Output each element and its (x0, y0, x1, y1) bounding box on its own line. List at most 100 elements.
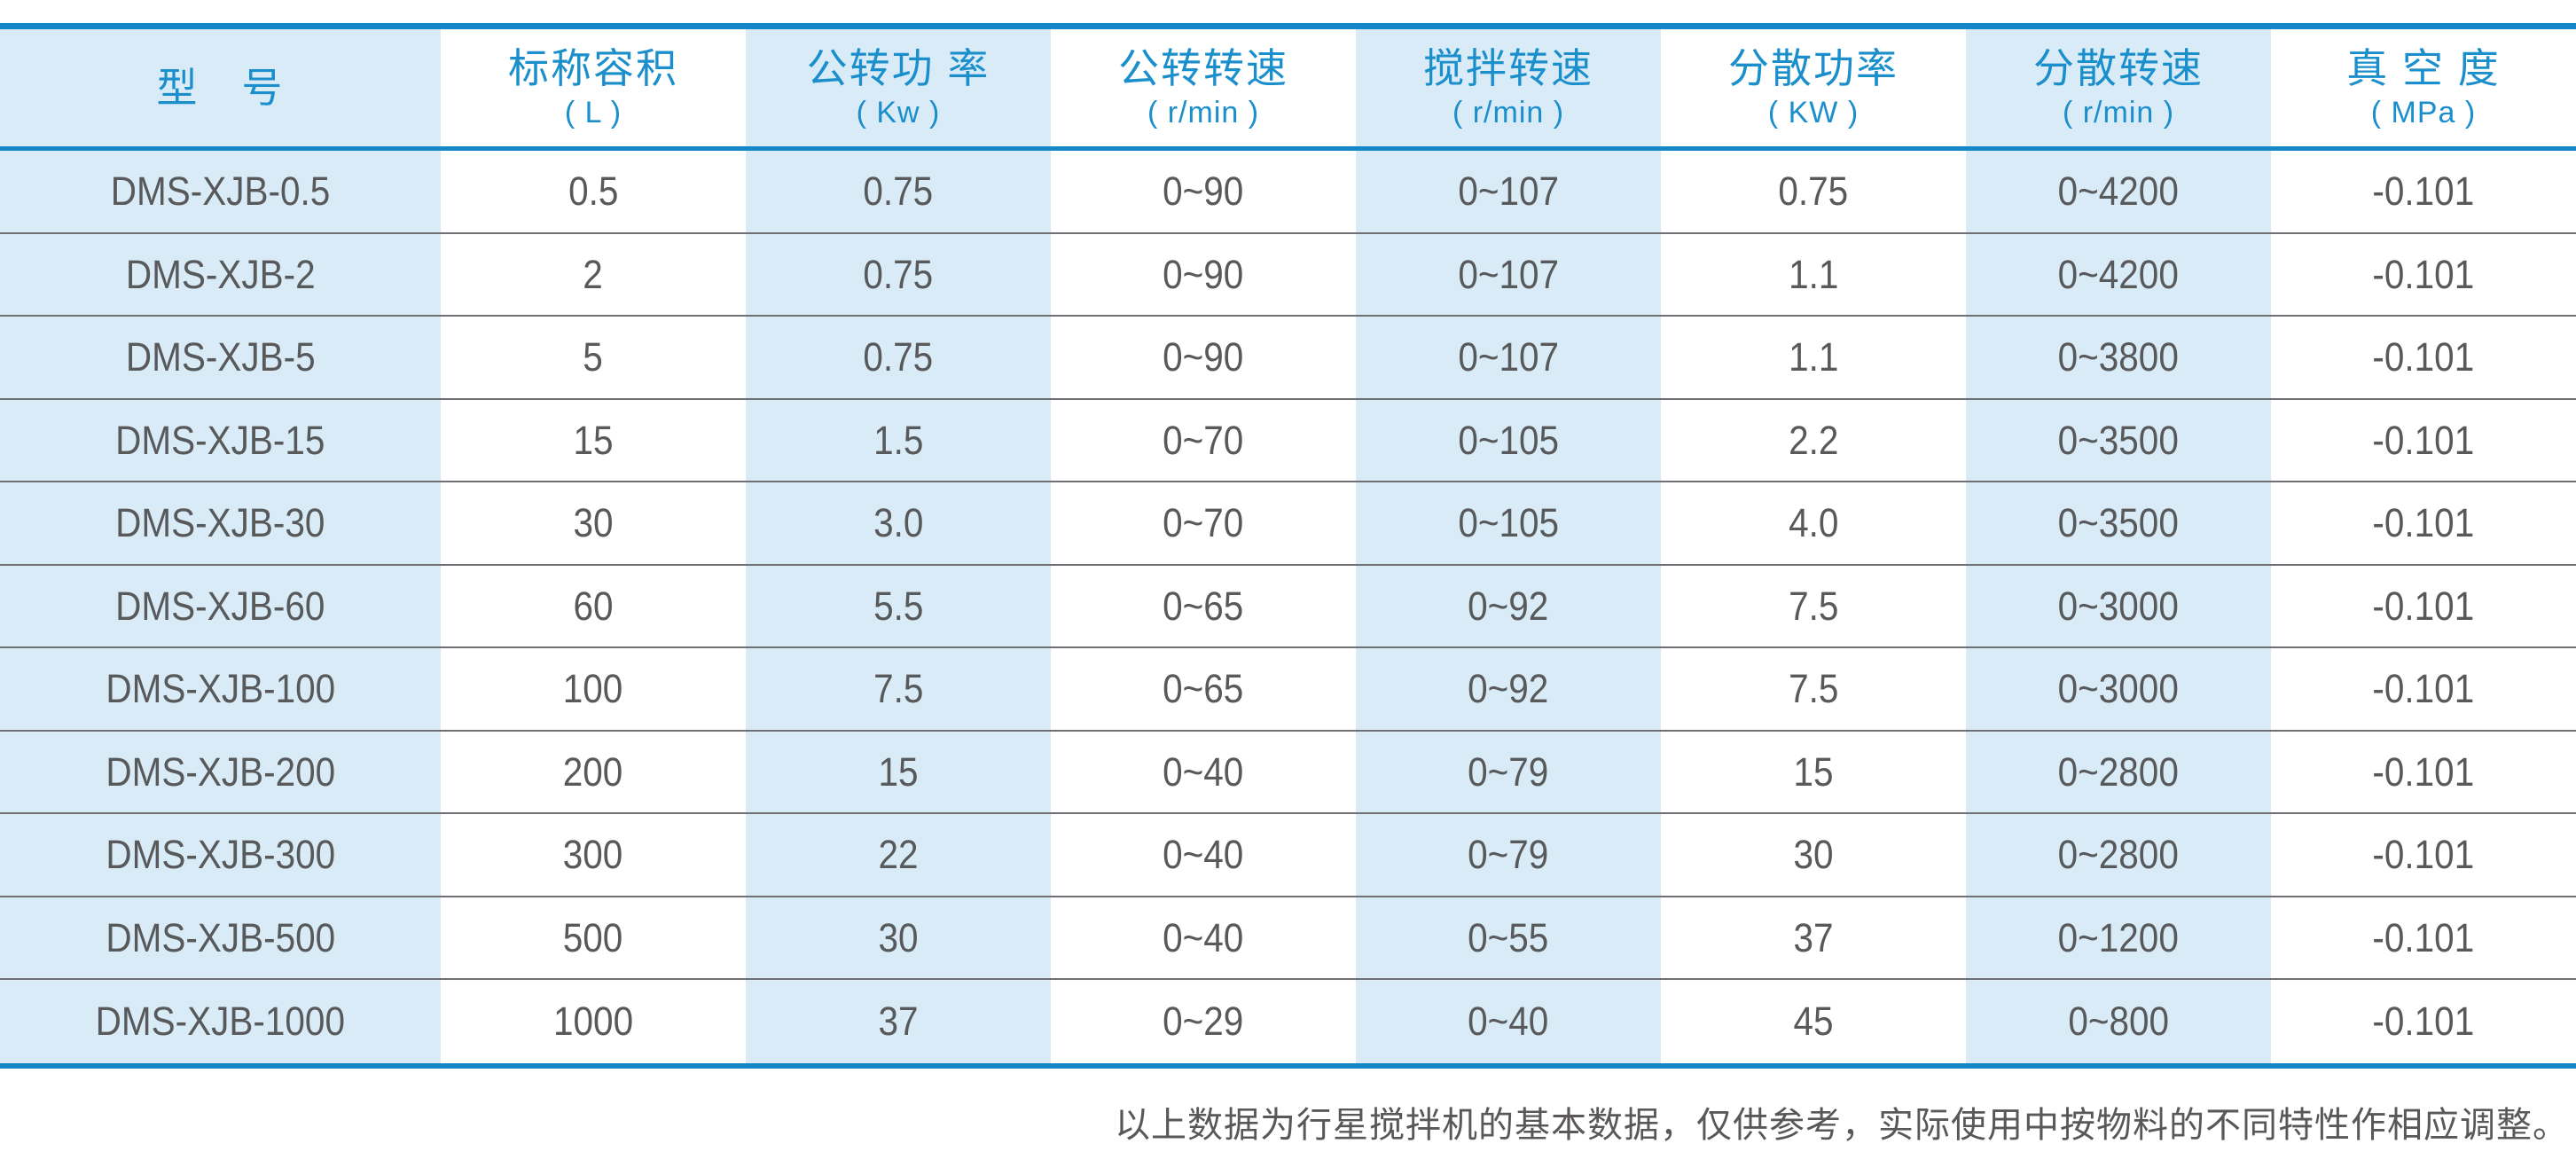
cell-dispersion-power: 4.0 (1661, 482, 1966, 564)
cell-vacuum-degree: -0.101 (2271, 482, 2576, 564)
cell-stir-speed: 0~79 (1356, 814, 1661, 896)
cell-value: 0~1200 (2057, 914, 2180, 960)
cell-value: -0.101 (2372, 417, 2475, 463)
cell-value: DMS-XJB-300 (106, 832, 335, 878)
cell-dispersion-power: 1.1 (1661, 234, 1966, 316)
table-row: DMS-XJB-0.5 0.5 0.75 0~90 0~107 0.75 0~4200 -0.… (0, 151, 2576, 234)
cell-nominal-volume: 2 (441, 234, 746, 316)
cell-revolution-speed: 0~70 (1051, 400, 1356, 482)
model-cell: DMS-XJB-15 (0, 399, 441, 481)
column-header-vacuum-degree: 真 空 度 ( MPa ) (2271, 29, 2576, 146)
cell-value: 500 (563, 914, 623, 960)
cell-revolution-speed: 0~70 (1051, 482, 1356, 564)
cell-value: -0.101 (2372, 914, 2475, 960)
cell-dispersion-speed: 0~2800 (1966, 731, 2271, 812)
model-cell: DMS-XJB-500 (0, 897, 441, 978)
cell-value: 0~4200 (2057, 251, 2180, 297)
cell-value: 0.75 (863, 168, 934, 215)
cell-value: 200 (563, 748, 623, 795)
cell-value: 0~90 (1163, 251, 1244, 297)
cell-value: 5 (583, 334, 604, 380)
cell-value: 0~105 (1458, 500, 1559, 546)
cell-vacuum-degree: -0.101 (2271, 234, 2576, 316)
column-header-model: 型 号 (0, 29, 441, 146)
column-title: 真 空 度 (2346, 45, 2501, 91)
cell-value: DMS-XJB-15 (115, 417, 325, 463)
cell-value: -0.101 (2372, 168, 2475, 215)
cell-value: 0~3500 (2057, 417, 2180, 463)
cell-value: 15 (1793, 748, 1834, 795)
column-header-stir-speed: 搅拌转速 ( r/min ) (1356, 29, 1661, 146)
cell-revolution-power: 30 (746, 897, 1051, 978)
table-row: DMS-XJB-100 100 7.5 0~65 0~92 7.5 0~3000 -0.101 (0, 648, 2576, 732)
cell-value: 0~55 (1468, 914, 1549, 960)
cell-value: 15 (573, 417, 614, 463)
cell-value: 1.1 (1788, 251, 1839, 297)
model-cell: DMS-XJB-1000 (0, 980, 441, 1063)
cell-value: 0.75 (863, 334, 934, 380)
cell-value: -0.101 (2372, 334, 2475, 380)
cell-dispersion-power: 7.5 (1661, 648, 1966, 730)
cell-value: 0~79 (1468, 832, 1549, 878)
cell-revolution-speed: 0~90 (1051, 151, 1356, 232)
cell-value: 0~65 (1163, 583, 1244, 629)
cell-value: DMS-XJB-1000 (95, 999, 346, 1045)
cell-value: -0.101 (2372, 999, 2475, 1045)
cell-value: 15 (878, 748, 919, 795)
cell-revolution-power: 0.75 (746, 317, 1051, 398)
cell-dispersion-speed: 0~4200 (1966, 233, 2271, 315)
cell-stir-speed: 0~107 (1356, 317, 1661, 398)
cell-value: 0.75 (1778, 168, 1849, 215)
cell-value: 0~92 (1468, 583, 1549, 629)
table-row: DMS-XJB-1000 1000 37 0~29 0~40 45 0~800 -0.101 (0, 980, 2576, 1063)
cell-value: 0~70 (1163, 417, 1244, 463)
cell-value: 0~40 (1163, 748, 1244, 795)
column-title: 型 号 (156, 65, 285, 111)
cell-value: 100 (563, 666, 623, 712)
cell-value: 7.5 (1788, 583, 1839, 629)
column-unit: ( MPa ) (2370, 96, 2477, 129)
cell-vacuum-degree: -0.101 (2271, 317, 2576, 398)
cell-dispersion-speed: 0~3800 (1966, 317, 2271, 398)
model-cell: DMS-XJB-30 (0, 482, 441, 564)
cell-revolution-power: 0.75 (746, 233, 1051, 315)
table-row: DMS-XJB-30 30 3.0 0~70 0~105 4.0 0~3500 -0.101 (0, 482, 2576, 566)
cell-value: 7.5 (1788, 666, 1839, 712)
cell-value: 0~92 (1468, 666, 1549, 712)
table-row: DMS-XJB-15 15 1.5 0~70 0~105 2.2 0~3500 -0.101 (0, 399, 2576, 482)
cell-dispersion-speed: 0~4200 (1966, 151, 2271, 232)
cell-revolution-power: 0.75 (746, 151, 1051, 232)
cell-revolution-power: 5.5 (746, 565, 1051, 646)
cell-value: 1.5 (873, 417, 924, 463)
cell-nominal-volume: 200 (441, 732, 746, 813)
cell-revolution-speed: 0~65 (1051, 566, 1356, 647)
cell-stir-speed: 0~55 (1356, 897, 1661, 978)
cell-dispersion-speed: 0~3500 (1966, 399, 2271, 481)
column-unit: ( Kw ) (856, 96, 941, 129)
column-title: 分散功率 (1728, 45, 1899, 91)
cell-dispersion-power: 0.75 (1661, 151, 1966, 232)
cell-nominal-volume: 15 (441, 400, 746, 482)
cell-value: 0~79 (1468, 748, 1549, 795)
cell-dispersion-power: 30 (1661, 814, 1966, 896)
cell-dispersion-power: 2.2 (1661, 400, 1966, 482)
cell-value: 4.0 (1788, 500, 1839, 546)
cell-value: 0~3000 (2057, 666, 2180, 712)
cell-revolution-speed: 0~40 (1051, 732, 1356, 813)
cell-value: 5.5 (873, 583, 924, 629)
cell-value: 30 (1793, 832, 1834, 878)
cell-value: 1.1 (1788, 334, 1839, 380)
column-unit: ( r/min ) (1452, 96, 1565, 129)
column-unit: ( L ) (564, 96, 622, 129)
table-row: DMS-XJB-2 2 0.75 0~90 0~107 1.1 0~4200 -0.101 (0, 233, 2576, 317)
cell-nominal-volume: 100 (441, 648, 746, 730)
cell-dispersion-power: 15 (1661, 732, 1966, 813)
cell-stir-speed: 0~40 (1356, 980, 1661, 1063)
cell-value: 37 (878, 999, 919, 1045)
cell-value: 0~40 (1163, 832, 1244, 878)
cell-value: DMS-XJB-100 (106, 666, 335, 712)
cell-value: DMS-XJB-200 (106, 748, 335, 795)
spec-table: 型 号标称容积( L ) 公转功 率( Kw ) 公转转速( r/min ) 搅拌转速… (0, 23, 2576, 1069)
cell-vacuum-degree: -0.101 (2271, 814, 2576, 896)
cell-value: 0~40 (1468, 999, 1549, 1045)
